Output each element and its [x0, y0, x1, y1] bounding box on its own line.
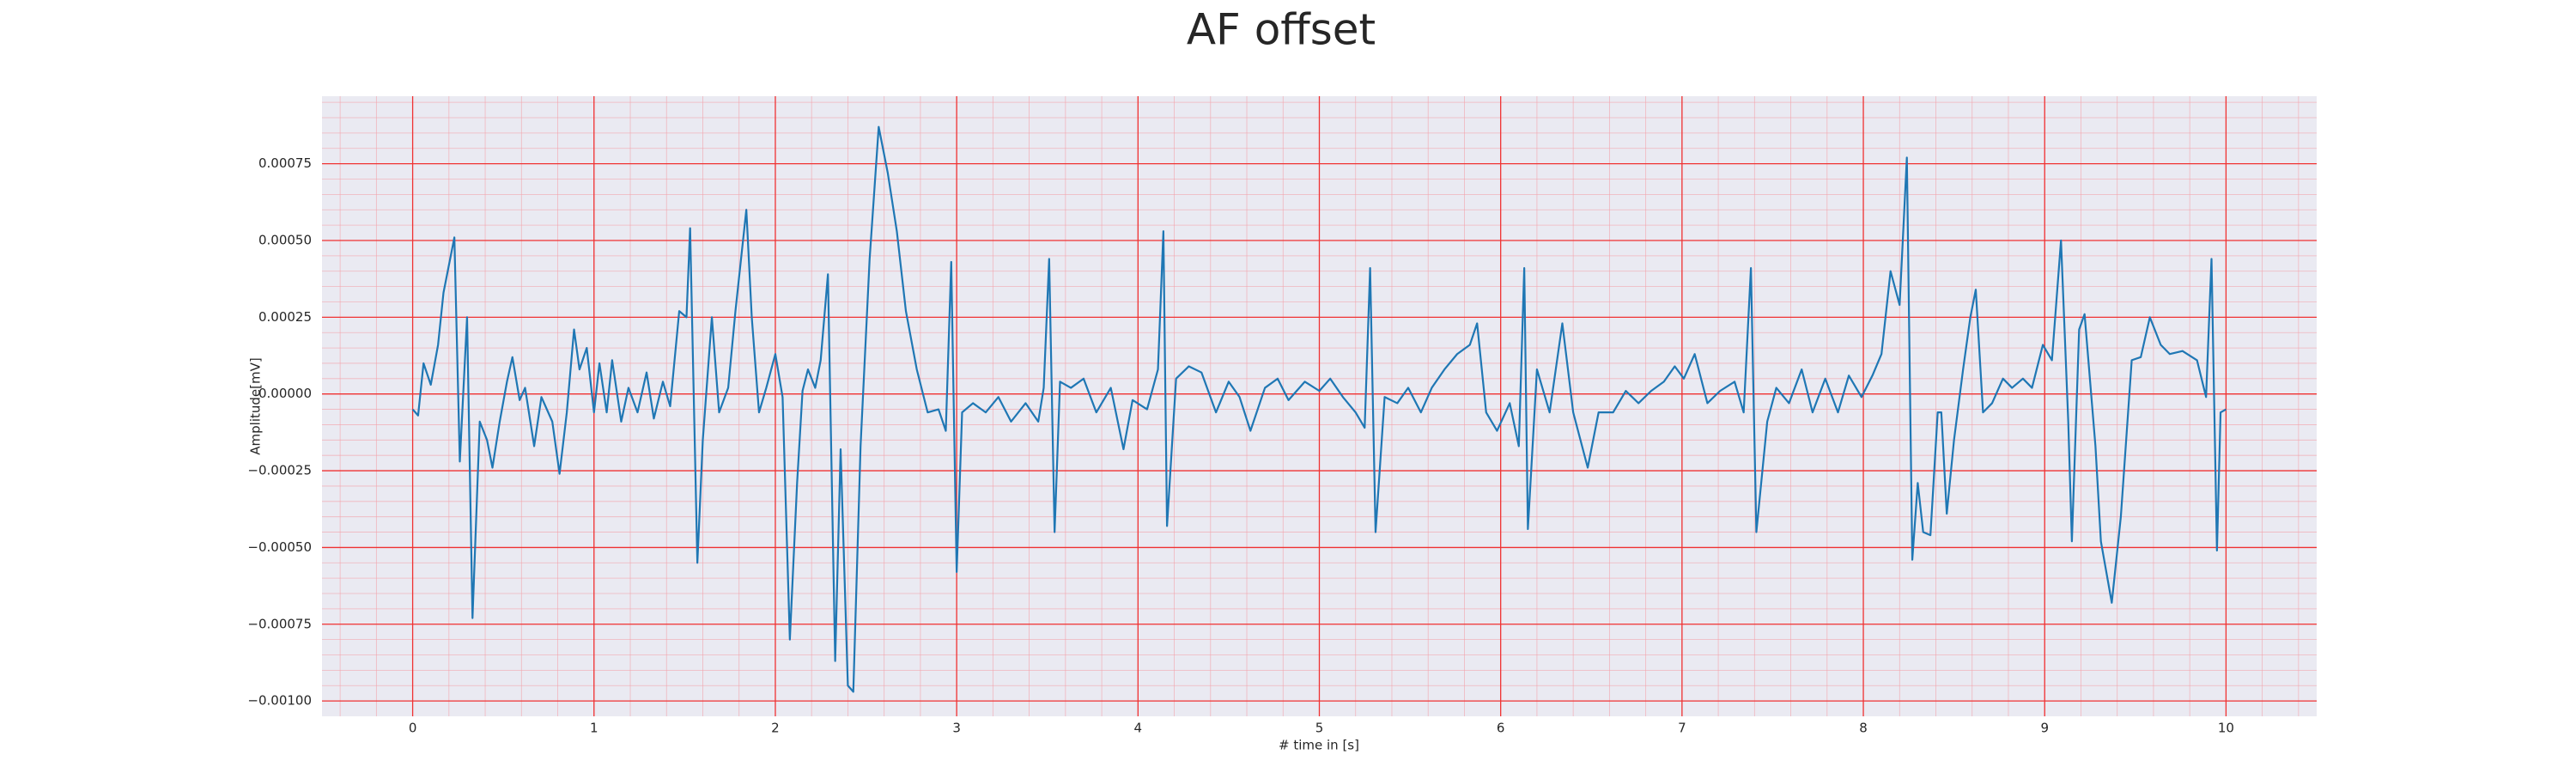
x-tick-label: 10	[2218, 721, 2234, 736]
x-tick-label: 8	[1859, 721, 1868, 736]
y-tick-label: 0.00050	[258, 232, 312, 247]
x-tick-label: 6	[1497, 721, 1505, 736]
x-tick-label: 1	[590, 721, 598, 736]
signal-line	[411, 125, 2227, 693]
y-tick-label: −0.00050	[247, 539, 312, 555]
chart-title: AF offset	[1187, 5, 1376, 55]
x-tick-label: 5	[1315, 721, 1324, 736]
x-tick-label: 7	[1678, 721, 1686, 736]
x-tick-label: 2	[771, 721, 780, 736]
x-tick-label: 4	[1134, 721, 1143, 736]
y-tick-label: −0.00075	[247, 616, 312, 631]
y-tick-label: 0.00000	[258, 386, 312, 401]
x-axis-label: # time in [s]	[1279, 738, 1359, 753]
x-tick-label: 9	[2040, 721, 2049, 736]
y-tick-label: −0.00100	[247, 693, 312, 709]
x-tick-label: 0	[409, 721, 417, 736]
y-tick-label: 0.00075	[258, 155, 312, 171]
x-tick-label: 3	[952, 721, 961, 736]
y-axis-label: Amplitude[mV]	[248, 357, 264, 454]
y-tick-label: −0.00025	[247, 463, 312, 478]
y-tick-label: 0.00025	[258, 309, 312, 325]
